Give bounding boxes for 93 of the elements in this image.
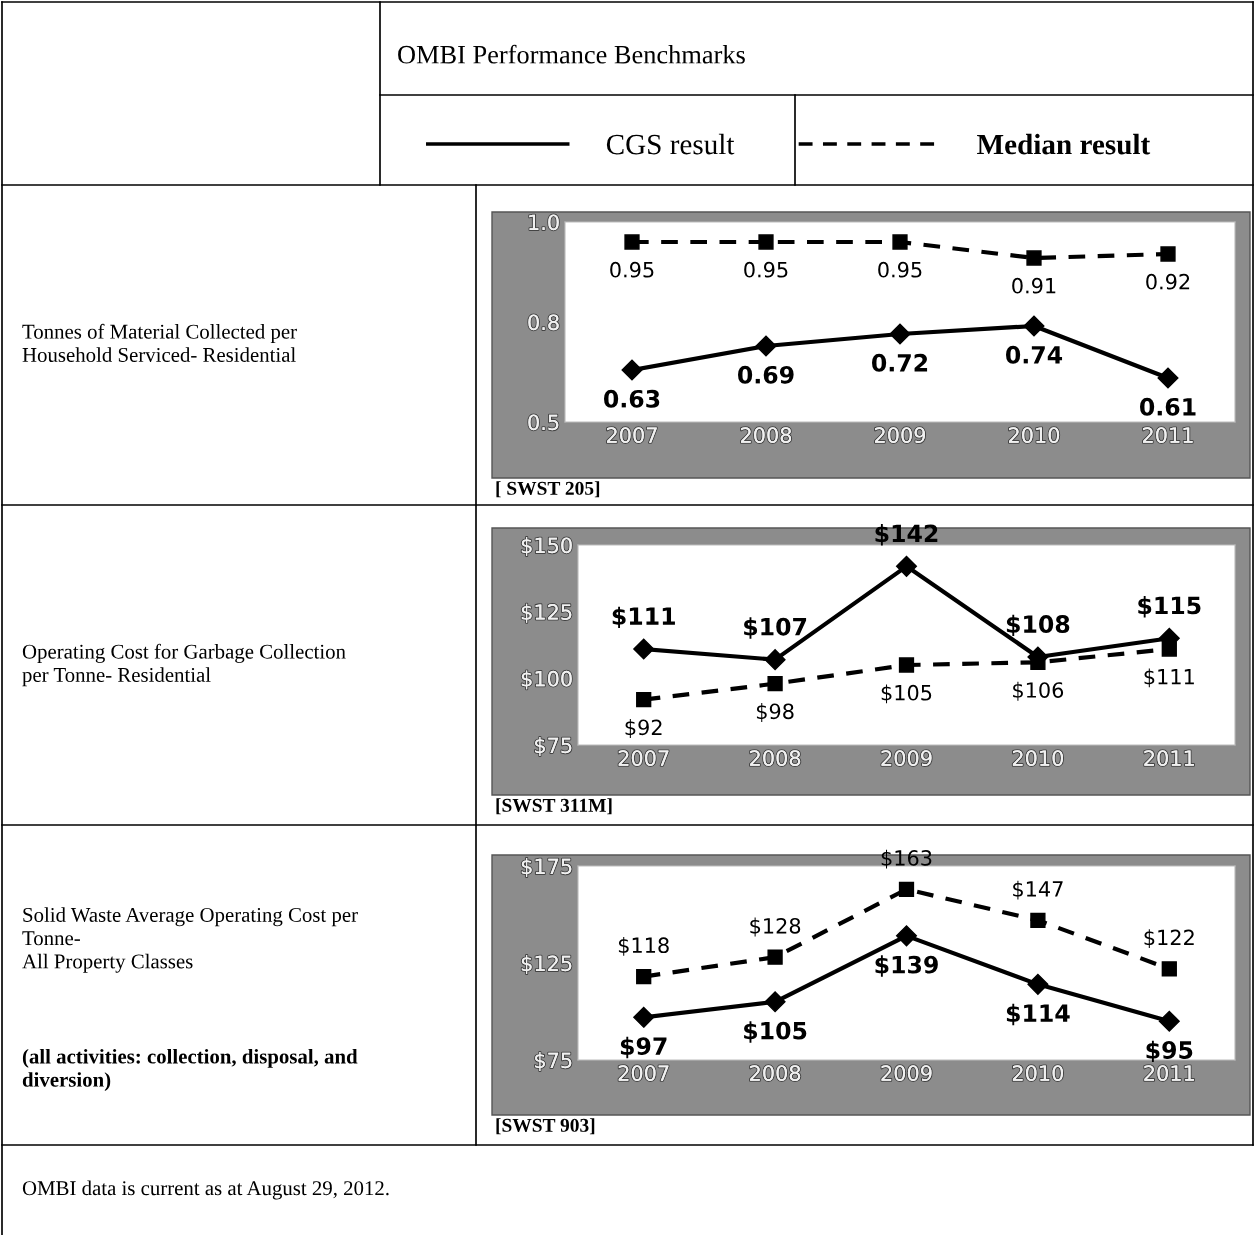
data-label: $92 bbox=[625, 719, 662, 738]
text: [SWST 903] bbox=[496, 1118, 595, 1135]
text: [SWST 311M] bbox=[496, 798, 612, 815]
x-tick-label: 2007 bbox=[618, 750, 669, 766]
point bbox=[1030, 912, 1046, 928]
y-tick-label: $75 bbox=[535, 737, 572, 756]
point bbox=[633, 1006, 655, 1028]
point bbox=[621, 359, 643, 381]
point bbox=[755, 335, 777, 357]
point bbox=[1023, 315, 1045, 337]
point bbox=[636, 692, 652, 708]
point bbox=[636, 968, 652, 985]
point bbox=[767, 949, 783, 965]
point bbox=[764, 649, 786, 671]
data-label: 0.91 bbox=[1012, 277, 1056, 294]
x-tick-label: 2009 bbox=[881, 1065, 932, 1081]
y-tick-label: 1.0 bbox=[529, 214, 559, 231]
point bbox=[1158, 1010, 1180, 1032]
point bbox=[1161, 641, 1177, 657]
x-tick-label: 2011 bbox=[1144, 1065, 1194, 1081]
point bbox=[892, 234, 908, 250]
x-tick-label: 2007 bbox=[607, 427, 657, 443]
point bbox=[895, 555, 918, 577]
y-tick-label: $100 bbox=[521, 670, 572, 690]
x-tick-label: 2011 bbox=[1144, 750, 1194, 766]
point bbox=[633, 638, 655, 660]
y-tick-label: $150 bbox=[521, 537, 572, 556]
data-label: 0.61 bbox=[1140, 397, 1196, 416]
data-label: $105 bbox=[881, 684, 932, 704]
data-label: $97 bbox=[620, 1036, 667, 1059]
point bbox=[764, 991, 786, 1013]
y-tick-label: $75 bbox=[535, 1052, 572, 1071]
data-label: $98 bbox=[756, 703, 794, 722]
data-label: 0.74 bbox=[1006, 345, 1063, 364]
point bbox=[1160, 246, 1176, 262]
data-label: $114 bbox=[1006, 1003, 1070, 1026]
x-tick-label: 2011 bbox=[1143, 427, 1193, 443]
data-label: $105 bbox=[744, 1021, 807, 1043]
data-label: $122 bbox=[1144, 929, 1194, 949]
text: OMBI data is current as at August 29, 2012. bbox=[22, 1180, 389, 1200]
y-tick-label: $125 bbox=[521, 603, 572, 623]
point bbox=[898, 881, 915, 897]
data-label: 0.95 bbox=[610, 261, 654, 278]
legend-label: Median result bbox=[977, 133, 1151, 155]
point bbox=[898, 657, 915, 673]
data-label: $163 bbox=[881, 849, 932, 869]
data-label: $139 bbox=[875, 955, 938, 977]
point bbox=[1161, 961, 1177, 977]
text: Solid Waste Average Operating Cost per Tonne- All Property Classes bbox=[22, 907, 358, 973]
y-tick-label: $125 bbox=[521, 955, 572, 974]
point bbox=[758, 234, 774, 250]
x-tick-label: 2008 bbox=[750, 1065, 801, 1081]
text: (all activities: collection, disposal, and diversion) bbox=[22, 1048, 358, 1092]
point bbox=[1157, 367, 1179, 389]
y-tick-label: 0.5 bbox=[528, 414, 559, 431]
y-tick-label: 0.8 bbox=[528, 314, 559, 331]
y-tick-label: $175 bbox=[521, 858, 572, 877]
point bbox=[895, 925, 918, 947]
data-label: $118 bbox=[618, 936, 669, 956]
x-tick-label: 2010 bbox=[1009, 427, 1060, 443]
data-label: 0.69 bbox=[738, 365, 794, 384]
point bbox=[1026, 250, 1042, 266]
x-tick-label: 2010 bbox=[1012, 750, 1064, 766]
text: Operating Cost for Garbage Collection per Tonne- Residential bbox=[22, 643, 346, 687]
text: OMBI Performance Benchmarks bbox=[398, 44, 745, 64]
x-tick-label: 2009 bbox=[875, 427, 926, 443]
point bbox=[889, 323, 911, 345]
data-label: $142 bbox=[875, 524, 938, 546]
data-label: 0.95 bbox=[744, 261, 788, 278]
x-tick-label: 2009 bbox=[881, 750, 932, 766]
x-tick-label: 2007 bbox=[618, 1065, 669, 1081]
data-label: 0.72 bbox=[872, 353, 928, 372]
data-label: 0.63 bbox=[604, 389, 660, 408]
x-tick-label: 2008 bbox=[741, 427, 792, 443]
x-tick-label: 2008 bbox=[750, 750, 801, 766]
data-label: 0.92 bbox=[1146, 273, 1190, 290]
data-label: $111 bbox=[1144, 668, 1194, 688]
point bbox=[1027, 973, 1049, 995]
data-label: $106 bbox=[1013, 681, 1064, 701]
point bbox=[767, 676, 783, 692]
data-label: $128 bbox=[750, 917, 801, 937]
x-tick-label: 2010 bbox=[1012, 1065, 1064, 1081]
text: [ SWST 205] bbox=[496, 481, 600, 498]
data-label: $115 bbox=[1138, 596, 1201, 618]
data-label: $147 bbox=[1013, 880, 1063, 900]
data-label: $111 bbox=[612, 606, 675, 629]
point bbox=[624, 234, 640, 250]
text: Tonnes of Material Collected per Household Serviced- Residential bbox=[22, 323, 297, 362]
data-label: $107 bbox=[744, 617, 807, 639]
data-label: $108 bbox=[1006, 614, 1070, 637]
legend-label: CGS result bbox=[606, 133, 735, 155]
data-label: $95 bbox=[1146, 1040, 1193, 1063]
data-label: 0.95 bbox=[878, 261, 922, 278]
